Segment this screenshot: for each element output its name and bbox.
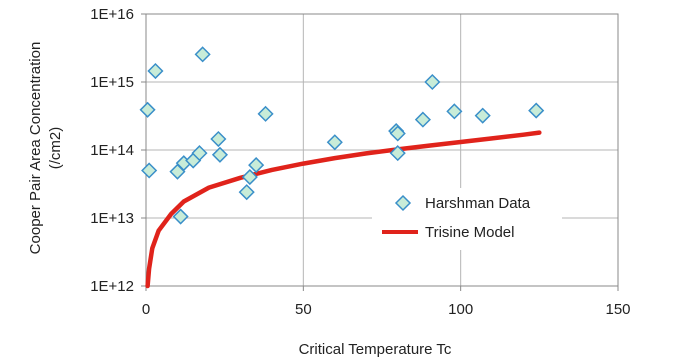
y-axis-title-line-1: Cooper Pair Area Concentration <box>27 42 44 255</box>
y-tick-label: 1E+14 <box>90 142 134 159</box>
x-tick-label: 50 <box>295 301 312 318</box>
trisine-model-series <box>145 130 542 289</box>
y-axis-ticks: 1E+12 1E+13 1E+14 1E+15 1E+16 <box>90 6 146 295</box>
harshman-data-point <box>446 103 463 120</box>
harshman-data-point <box>326 134 343 151</box>
x-axis-ticks: 0 50 100 150 <box>142 286 631 318</box>
legend-marker-harshman-data <box>394 194 412 212</box>
harshman-data-point <box>147 62 164 80</box>
harshman-data-point <box>389 145 406 162</box>
x-tick-label: 150 <box>605 301 630 318</box>
y-tick-label: 1E+16 <box>90 6 134 23</box>
harshman-data-point <box>389 125 406 142</box>
legend-label-harshman-data: Harshman Data <box>425 195 531 212</box>
trisine-model-line <box>145 130 542 289</box>
y-tick-label: 1E+15 <box>90 74 134 91</box>
harshman-data-point <box>414 111 431 128</box>
harshman-data-point <box>474 107 491 124</box>
y-tick-label: 1E+12 <box>90 278 134 295</box>
harshman-data-point <box>248 157 265 174</box>
harshman-data-point <box>241 168 258 186</box>
x-tick-label: 0 <box>142 301 150 318</box>
harshman-data-series <box>139 46 545 225</box>
legend: Harshman Data Trisine Model <box>372 188 562 250</box>
harshman-data-point <box>238 184 255 201</box>
harshman-data-point <box>257 105 274 122</box>
harshman-data-point <box>139 101 156 118</box>
legend-label-trisine-model: Trisine Model <box>425 224 514 241</box>
harshman-data-point <box>191 145 208 162</box>
harshman-data-point <box>528 102 545 119</box>
x-tick-label: 100 <box>448 301 473 318</box>
y-axis-title: Cooper Pair Area Concentration (/cm2) <box>27 42 64 255</box>
harshman-data-point <box>210 130 227 148</box>
harshman-data-point <box>194 46 211 63</box>
harshman-data-point <box>172 208 189 225</box>
y-tick-label: 1E+13 <box>90 210 134 227</box>
harshman-data-point <box>141 162 158 179</box>
harshman-data-point <box>211 146 229 163</box>
y-axis-title-line-2: (/cm2) <box>47 127 64 170</box>
x-axis-title: Critical Temperature Tc <box>299 341 452 358</box>
harshman-data-point <box>424 73 441 91</box>
